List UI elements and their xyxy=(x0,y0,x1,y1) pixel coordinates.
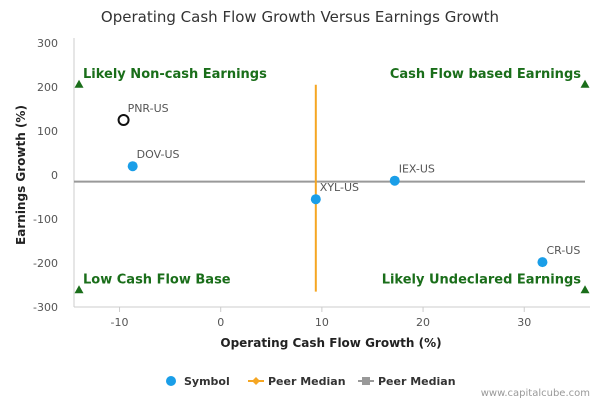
legend-label: Peer Median xyxy=(378,375,456,388)
chart-title: Operating Cash Flow Growth Versus Earnin… xyxy=(101,8,499,26)
y-tick-label: 100 xyxy=(37,125,58,138)
quadrant-label: Cash Flow based Earnings xyxy=(390,67,581,82)
y-tick-label: 300 xyxy=(37,37,58,50)
credit-text: www.capitalcube.com xyxy=(481,388,590,399)
data-point xyxy=(389,175,400,186)
y-tick-label: -300 xyxy=(33,301,58,314)
quadrant-marker-icon xyxy=(580,285,590,294)
x-tick-label: 10 xyxy=(315,316,329,329)
legend-symbol-icon xyxy=(166,376,176,386)
legend-diamond-icon xyxy=(252,377,260,385)
quadrant-marker-icon xyxy=(74,79,84,88)
x-tick-label: 30 xyxy=(517,316,531,329)
legend-label: Peer Median xyxy=(268,375,346,388)
y-tick-label: 0 xyxy=(51,169,58,182)
highlighted-point xyxy=(117,114,130,126)
legend-label: Symbol xyxy=(184,375,230,388)
y-tick-label: -200 xyxy=(33,257,58,270)
point-label: DOV-US xyxy=(137,148,180,161)
point-label: XYL-US xyxy=(320,181,359,194)
point-label: IEX-US xyxy=(399,163,435,176)
y-tick-label: -100 xyxy=(33,213,58,226)
x-axis-title: Operating Cash Flow Growth (%) xyxy=(220,336,441,350)
data-point xyxy=(537,257,548,268)
quadrant-marker-icon xyxy=(74,285,84,294)
quadrant-marker-icon xyxy=(580,79,590,88)
legend-square-icon xyxy=(362,377,370,385)
data-point xyxy=(127,161,138,172)
x-tick-label: 0 xyxy=(217,316,224,329)
point-label: CR-US xyxy=(546,244,580,257)
quadrant-label: Likely Undeclared Earnings xyxy=(382,272,582,287)
quadrant-label: Likely Non-cash Earnings xyxy=(83,67,267,82)
data-point xyxy=(310,194,321,205)
x-tick-label: -10 xyxy=(111,316,129,329)
legend: Symbol Peer Median Peer Median xyxy=(166,375,456,388)
y-tick-label: 200 xyxy=(37,81,58,94)
quadrant-label: Low Cash Flow Base xyxy=(83,272,231,287)
point-label: PNR-US xyxy=(128,102,169,115)
y-axis-title: Earnings Growth (%) xyxy=(14,105,28,245)
x-tick-label: 20 xyxy=(416,316,430,329)
